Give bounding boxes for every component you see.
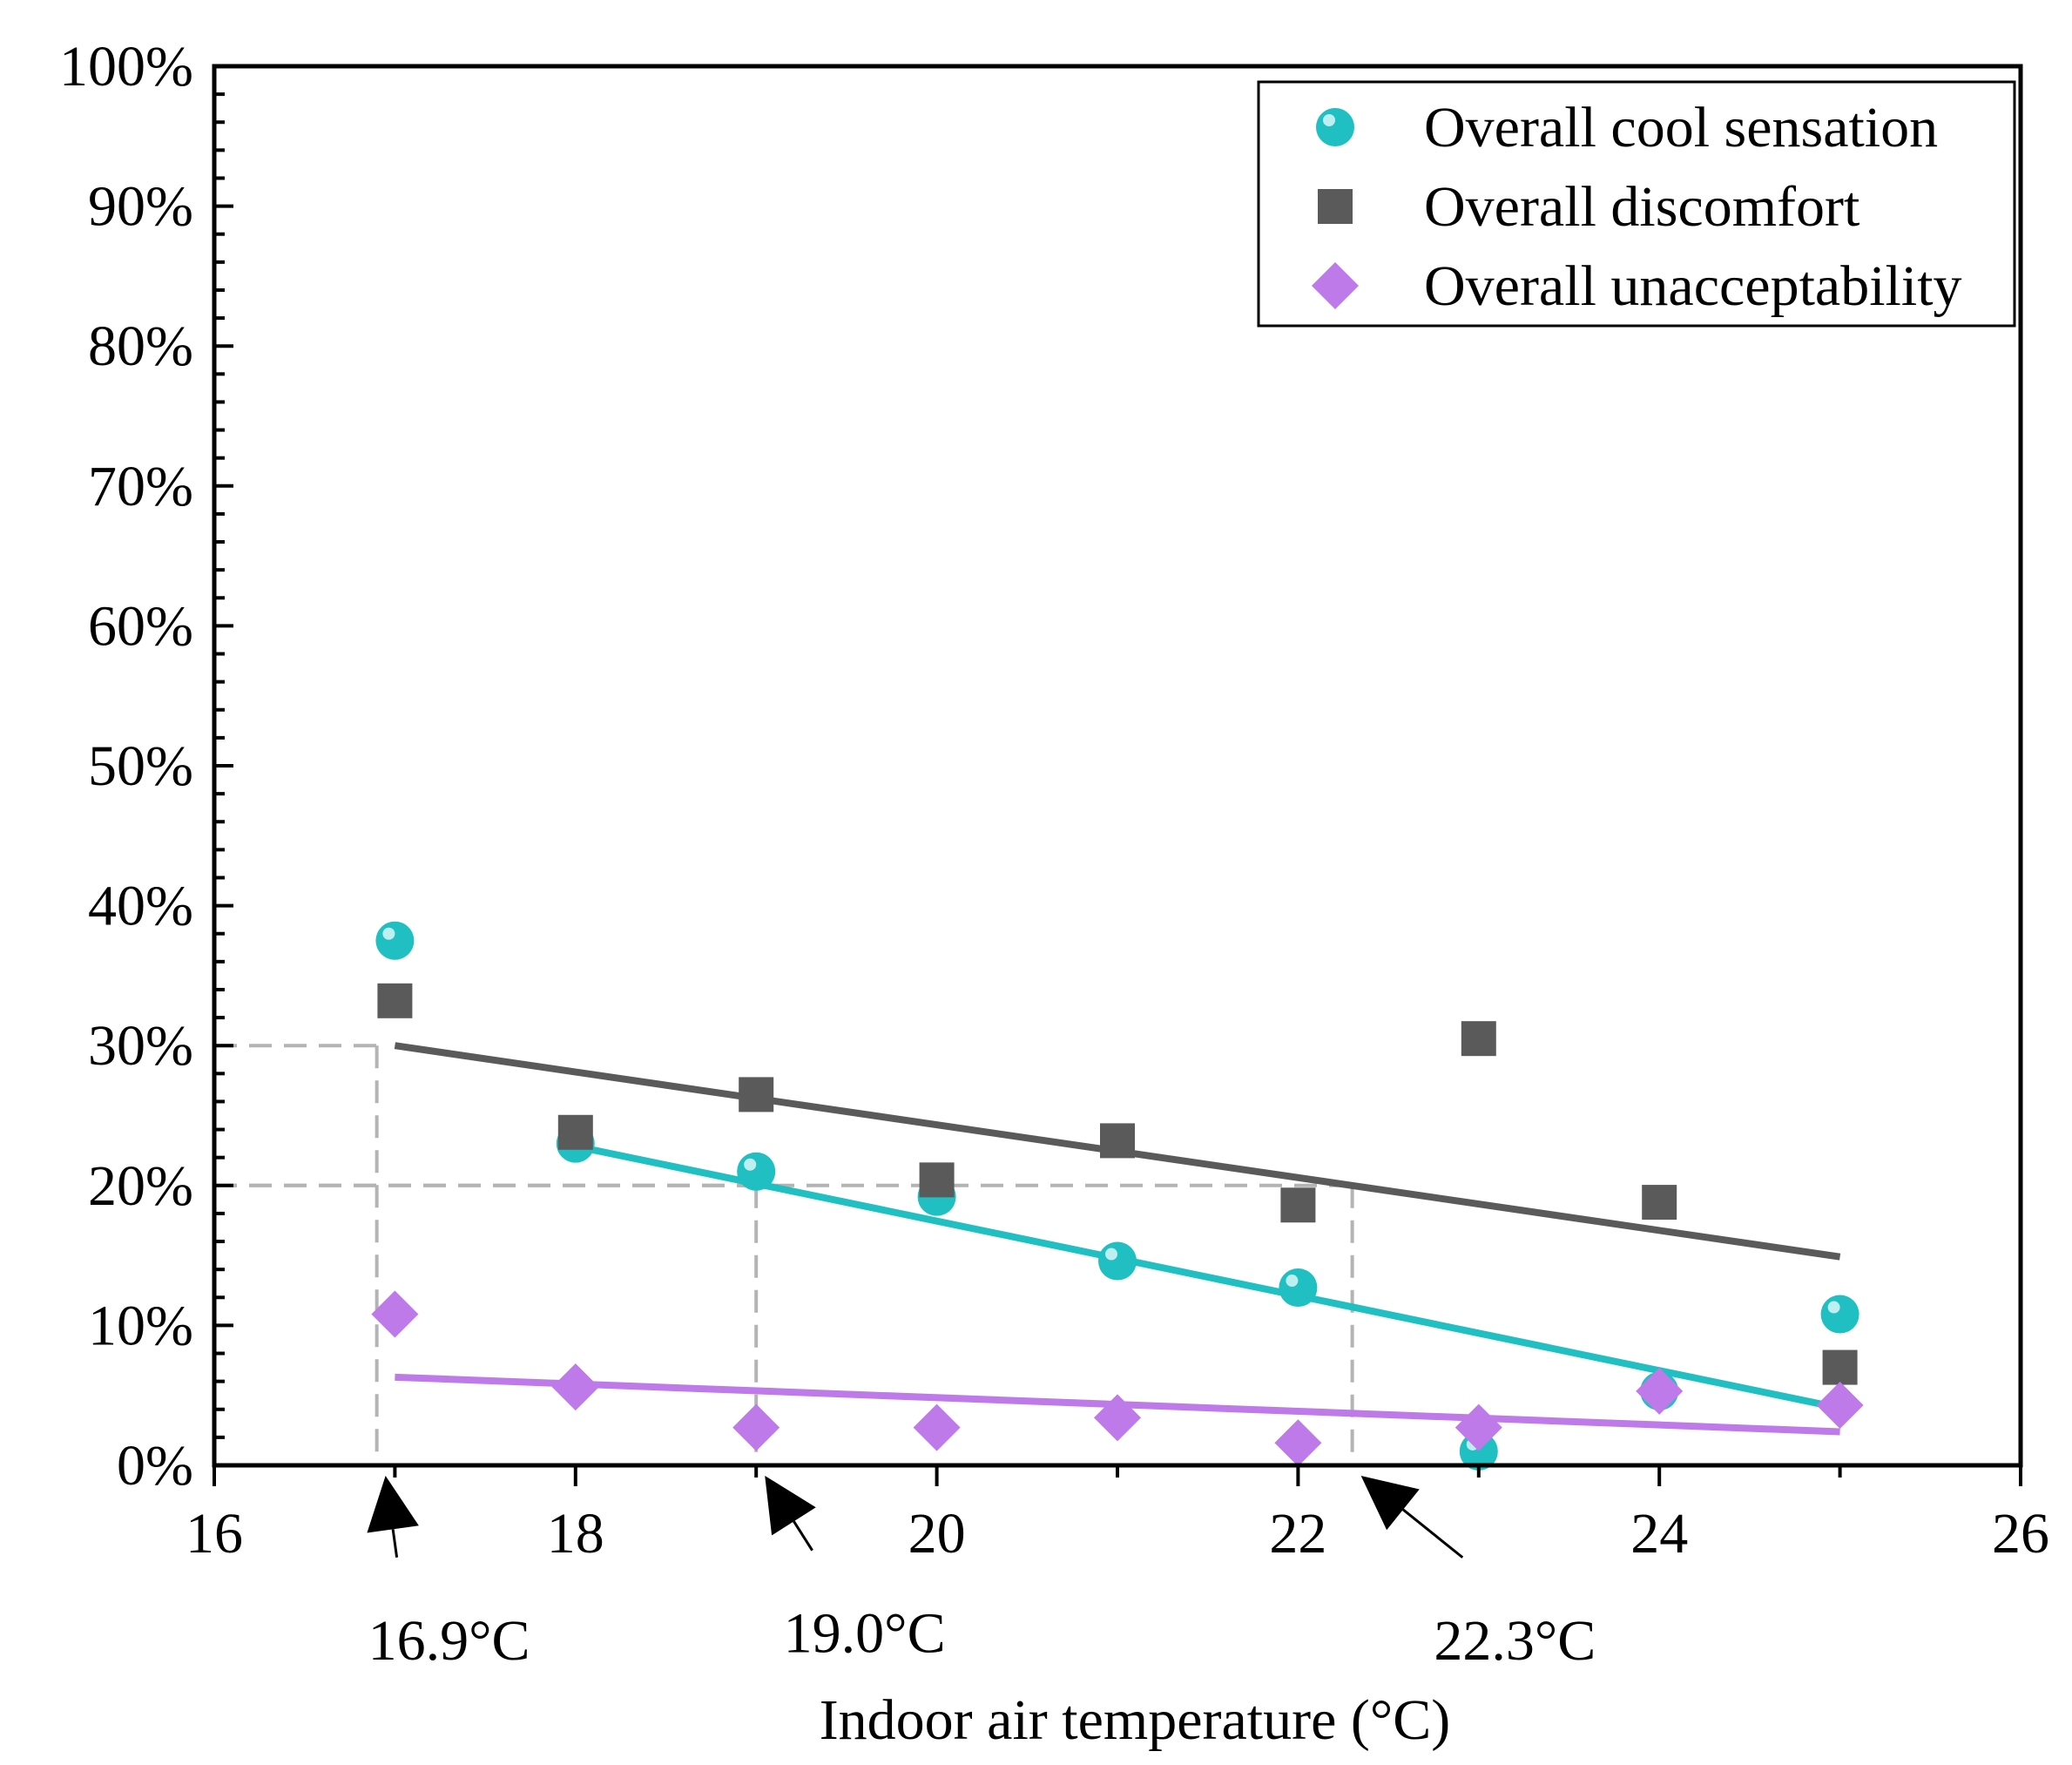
marker-body — [1279, 1268, 1318, 1308]
y-tick-label: 90% — [88, 175, 193, 239]
marker-highlight — [1286, 1275, 1299, 1288]
marker-highlight — [1827, 1301, 1840, 1314]
data-point-3 — [371, 1290, 419, 1338]
legend-label: Overall discomfort — [1424, 175, 1859, 239]
x-axis-title: Indoor air temperature (°C) — [820, 1688, 1451, 1752]
marker-highlight — [1323, 114, 1335, 126]
legend-marker-1 — [1316, 108, 1354, 146]
data-point-2 — [377, 983, 413, 1018]
annotation-arrow-head — [1360, 1476, 1420, 1531]
annotation-label: 22.3°C — [1434, 1609, 1596, 1673]
annotation-label: 19.0°C — [784, 1602, 946, 1666]
data-point-2 — [557, 1114, 593, 1150]
y-tick-label: 30% — [88, 1014, 193, 1078]
reference-lines — [214, 1044, 1354, 1465]
data-point-3 — [1816, 1381, 1864, 1429]
data-point-2 — [739, 1077, 774, 1112]
y-tick-label: 60% — [88, 594, 193, 658]
data-point-1 — [375, 921, 415, 960]
data-point-1 — [1098, 1241, 1137, 1281]
data-point-1 — [1279, 1268, 1318, 1308]
annotation-arrow-head — [367, 1476, 419, 1533]
marker-body — [1098, 1241, 1137, 1281]
y-tick-label: 10% — [88, 1294, 193, 1357]
marker-highlight — [382, 927, 395, 940]
annotation-label: 16.9°C — [368, 1609, 530, 1673]
legend-label: Overall cool sensation — [1424, 96, 1938, 159]
axes: 0% 10% 20% 30% 40% 50% 60% 70% 80% 90% 100% 16 18 20 2… — [59, 35, 2049, 1566]
x-tick-label: 18 — [547, 1502, 604, 1566]
data-point-2 — [1280, 1187, 1316, 1223]
y-tick-label: 80% — [88, 314, 193, 378]
x-tick-label: 24 — [1630, 1502, 1688, 1566]
annotation-arrow-head — [765, 1476, 816, 1536]
marker-body — [737, 1152, 776, 1191]
y-tick-label: 70% — [88, 455, 193, 518]
annotation-arrow-line — [391, 1529, 399, 1558]
annotation-arrow-line — [793, 1520, 813, 1552]
marker-body — [1820, 1295, 1859, 1334]
x-tick-label: 26 — [1992, 1502, 2049, 1566]
trend-line-1 — [574, 1142, 1841, 1412]
data-point-3 — [1094, 1394, 1141, 1442]
annotation-arrow-line — [1402, 1508, 1464, 1559]
y-tick-label: 20% — [88, 1154, 193, 1218]
legend-marker-3 — [1312, 262, 1359, 309]
legend: Overall cool sensation Overall discomfort… — [1257, 80, 2016, 328]
legend-label: Overall unacceptability — [1424, 254, 1962, 318]
data-point-3 — [1636, 1367, 1684, 1415]
legend-marker-2 — [1318, 189, 1353, 224]
marker-body — [1316, 108, 1354, 146]
x-tick-label: 16 — [186, 1502, 243, 1566]
data-point-3 — [732, 1403, 780, 1451]
y-tick-label: 50% — [88, 734, 193, 798]
marker-body — [375, 921, 415, 960]
x-tick-label: 20 — [908, 1502, 966, 1566]
data-point-2 — [919, 1162, 955, 1198]
data-point-2 — [1100, 1123, 1135, 1159]
data-point-2 — [1461, 1021, 1496, 1057]
trend-lines — [394, 1042, 1841, 1436]
data-point-3 — [913, 1403, 961, 1451]
y-tick-label: 40% — [88, 875, 193, 938]
data-point-1 — [737, 1152, 776, 1191]
y-tick-label: 100% — [59, 35, 193, 98]
marker-highlight — [744, 1158, 757, 1171]
x-tick-label: 22 — [1269, 1502, 1326, 1566]
legend-box — [1257, 80, 2016, 328]
data-point-3 — [1274, 1419, 1322, 1467]
data-point-2 — [1822, 1349, 1858, 1385]
data-point-2 — [1642, 1185, 1677, 1221]
data-point-3 — [1454, 1403, 1502, 1451]
marker-highlight — [1105, 1248, 1117, 1261]
data-point-3 — [551, 1363, 599, 1411]
y-tick-label: 0% — [117, 1434, 193, 1498]
data-point-1 — [1820, 1295, 1859, 1334]
data-points — [371, 921, 1864, 1471]
temperature-annotations: 16.9°C 19.0°C 22.3°C — [367, 1476, 1596, 1673]
